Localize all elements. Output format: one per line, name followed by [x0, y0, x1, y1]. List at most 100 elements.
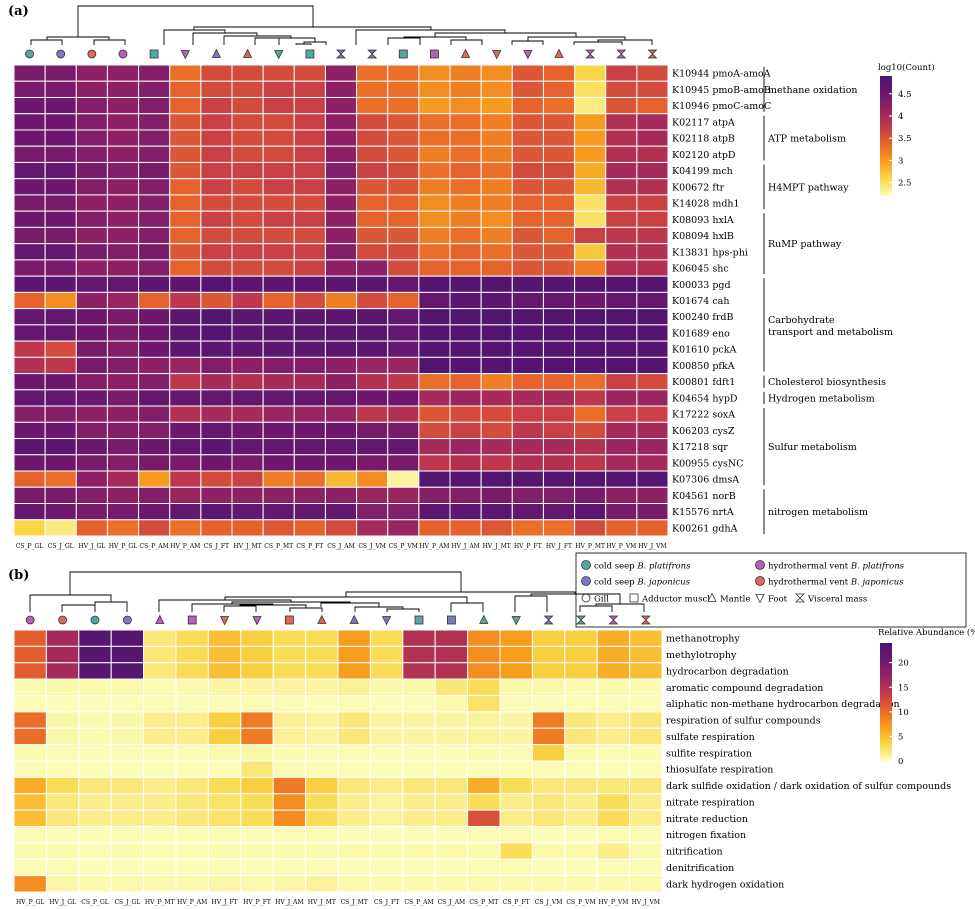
heatmap-cell — [75, 113, 108, 131]
heatmap-cell — [511, 421, 544, 440]
heatmap-cell — [75, 80, 108, 98]
heatmap-cell — [324, 308, 358, 326]
heatmap-cell — [356, 96, 389, 115]
heatmap-cell — [138, 194, 171, 212]
sample-symbol — [367, 49, 378, 59]
heatmap-cell — [44, 438, 77, 456]
heatmap-cell — [44, 96, 77, 115]
heatmap-cell — [169, 291, 202, 310]
sample-symbol — [381, 616, 392, 626]
heatmap-cell — [272, 858, 307, 877]
heatmap-cell — [499, 727, 533, 746]
heatmap-cell — [542, 421, 576, 440]
heatmap-cell — [337, 744, 371, 762]
heatmap-cell — [78, 809, 112, 827]
tissue-symbol — [581, 593, 591, 603]
heatmap-cell — [542, 259, 576, 277]
heatmap-cell — [169, 275, 202, 293]
heatmap-cell — [231, 519, 264, 537]
heatmap-cell — [531, 793, 566, 811]
heatmap-cell — [200, 324, 233, 342]
heatmap-cell — [169, 80, 202, 98]
heatmap-cell — [240, 629, 274, 647]
heatmap-cell — [13, 826, 47, 844]
heatmap-cell — [262, 438, 295, 456]
heatmap-cell — [324, 454, 358, 472]
heatmap-cell — [629, 875, 663, 893]
dendrogram-b — [94, 601, 128, 612]
heatmap-cell — [207, 760, 242, 778]
heatmap-cell — [272, 875, 307, 893]
sample-symbol — [187, 615, 197, 625]
legend-swatch — [755, 576, 765, 586]
heatmap-cell — [542, 64, 576, 82]
tissue-label: Foot — [768, 595, 788, 605]
heatmap-cell — [511, 486, 544, 505]
heatmap-cell — [200, 194, 233, 212]
heatmap-cell — [324, 194, 358, 212]
row-label: K14028 mdh1 — [672, 199, 740, 210]
heatmap-cell — [480, 519, 513, 537]
heatmap-cell — [605, 243, 638, 261]
heatmap-cell — [605, 210, 638, 228]
heatmap-cell — [262, 96, 295, 115]
heatmap-cell — [356, 64, 389, 82]
heatmap-cell — [262, 470, 295, 488]
heatmap-cell — [45, 776, 80, 795]
heatmap-cell — [387, 324, 420, 342]
legend-swatch — [581, 560, 591, 570]
heatmap-cell — [629, 809, 663, 827]
heatmap-cell — [44, 291, 77, 310]
heatmap-cell — [175, 727, 209, 746]
dendrogram-a — [434, 32, 577, 37]
heatmap-cell — [356, 324, 389, 342]
heatmap-cell — [138, 145, 171, 163]
heatmap-cell — [262, 161, 295, 180]
heatmap-cell — [337, 760, 371, 778]
heatmap-cell — [480, 259, 513, 277]
heatmap-cell — [542, 503, 576, 521]
heatmap-cell — [200, 308, 233, 326]
heatmap-cell — [13, 629, 47, 647]
heatmap-cell — [200, 96, 233, 115]
heatmap-cell — [574, 64, 607, 82]
heatmap-cell — [45, 875, 80, 893]
heatmap-cell — [262, 226, 295, 245]
heatmap-cell — [324, 80, 358, 98]
heatmap-cell — [200, 291, 233, 310]
heatmap-cell — [542, 243, 576, 261]
heatmap-cell — [106, 486, 140, 505]
heatmap-cell — [106, 80, 140, 98]
heatmap-cell — [356, 226, 389, 245]
heatmap-cell — [636, 194, 669, 212]
heatmap-cell — [596, 711, 631, 729]
heatmap-cell — [574, 259, 607, 277]
heatmap-cell — [138, 470, 171, 488]
heatmap-cell — [138, 486, 171, 505]
heatmap-cell — [356, 340, 389, 358]
heatmap-cell — [387, 226, 420, 245]
row-label: K08093 hxlA — [672, 215, 734, 226]
heatmap-cell — [169, 486, 202, 505]
heatmap-cell — [324, 421, 358, 440]
heatmap-cell — [402, 744, 436, 762]
row-label: denitrification — [666, 863, 734, 874]
heatmap-cell — [143, 858, 177, 877]
heatmap-cell — [636, 454, 669, 472]
heatmap-cell — [305, 629, 339, 647]
heatmap-cell — [106, 470, 140, 488]
heatmap-cell — [449, 389, 482, 407]
heatmap-cell — [262, 129, 295, 147]
heatmap-cell — [175, 645, 209, 664]
heatmap-cell — [418, 503, 451, 521]
heatmap-cell — [169, 194, 202, 212]
heatmap-cell — [636, 210, 669, 228]
heatmap-cell — [175, 695, 209, 713]
heatmap-cell — [13, 727, 47, 746]
heatmap-cell — [636, 243, 669, 261]
heatmap-cell — [169, 438, 202, 456]
heatmap-cell — [542, 194, 576, 212]
heatmap-cell — [175, 842, 209, 860]
heatmap-cell — [564, 760, 598, 778]
heatmap-cell — [564, 695, 598, 713]
